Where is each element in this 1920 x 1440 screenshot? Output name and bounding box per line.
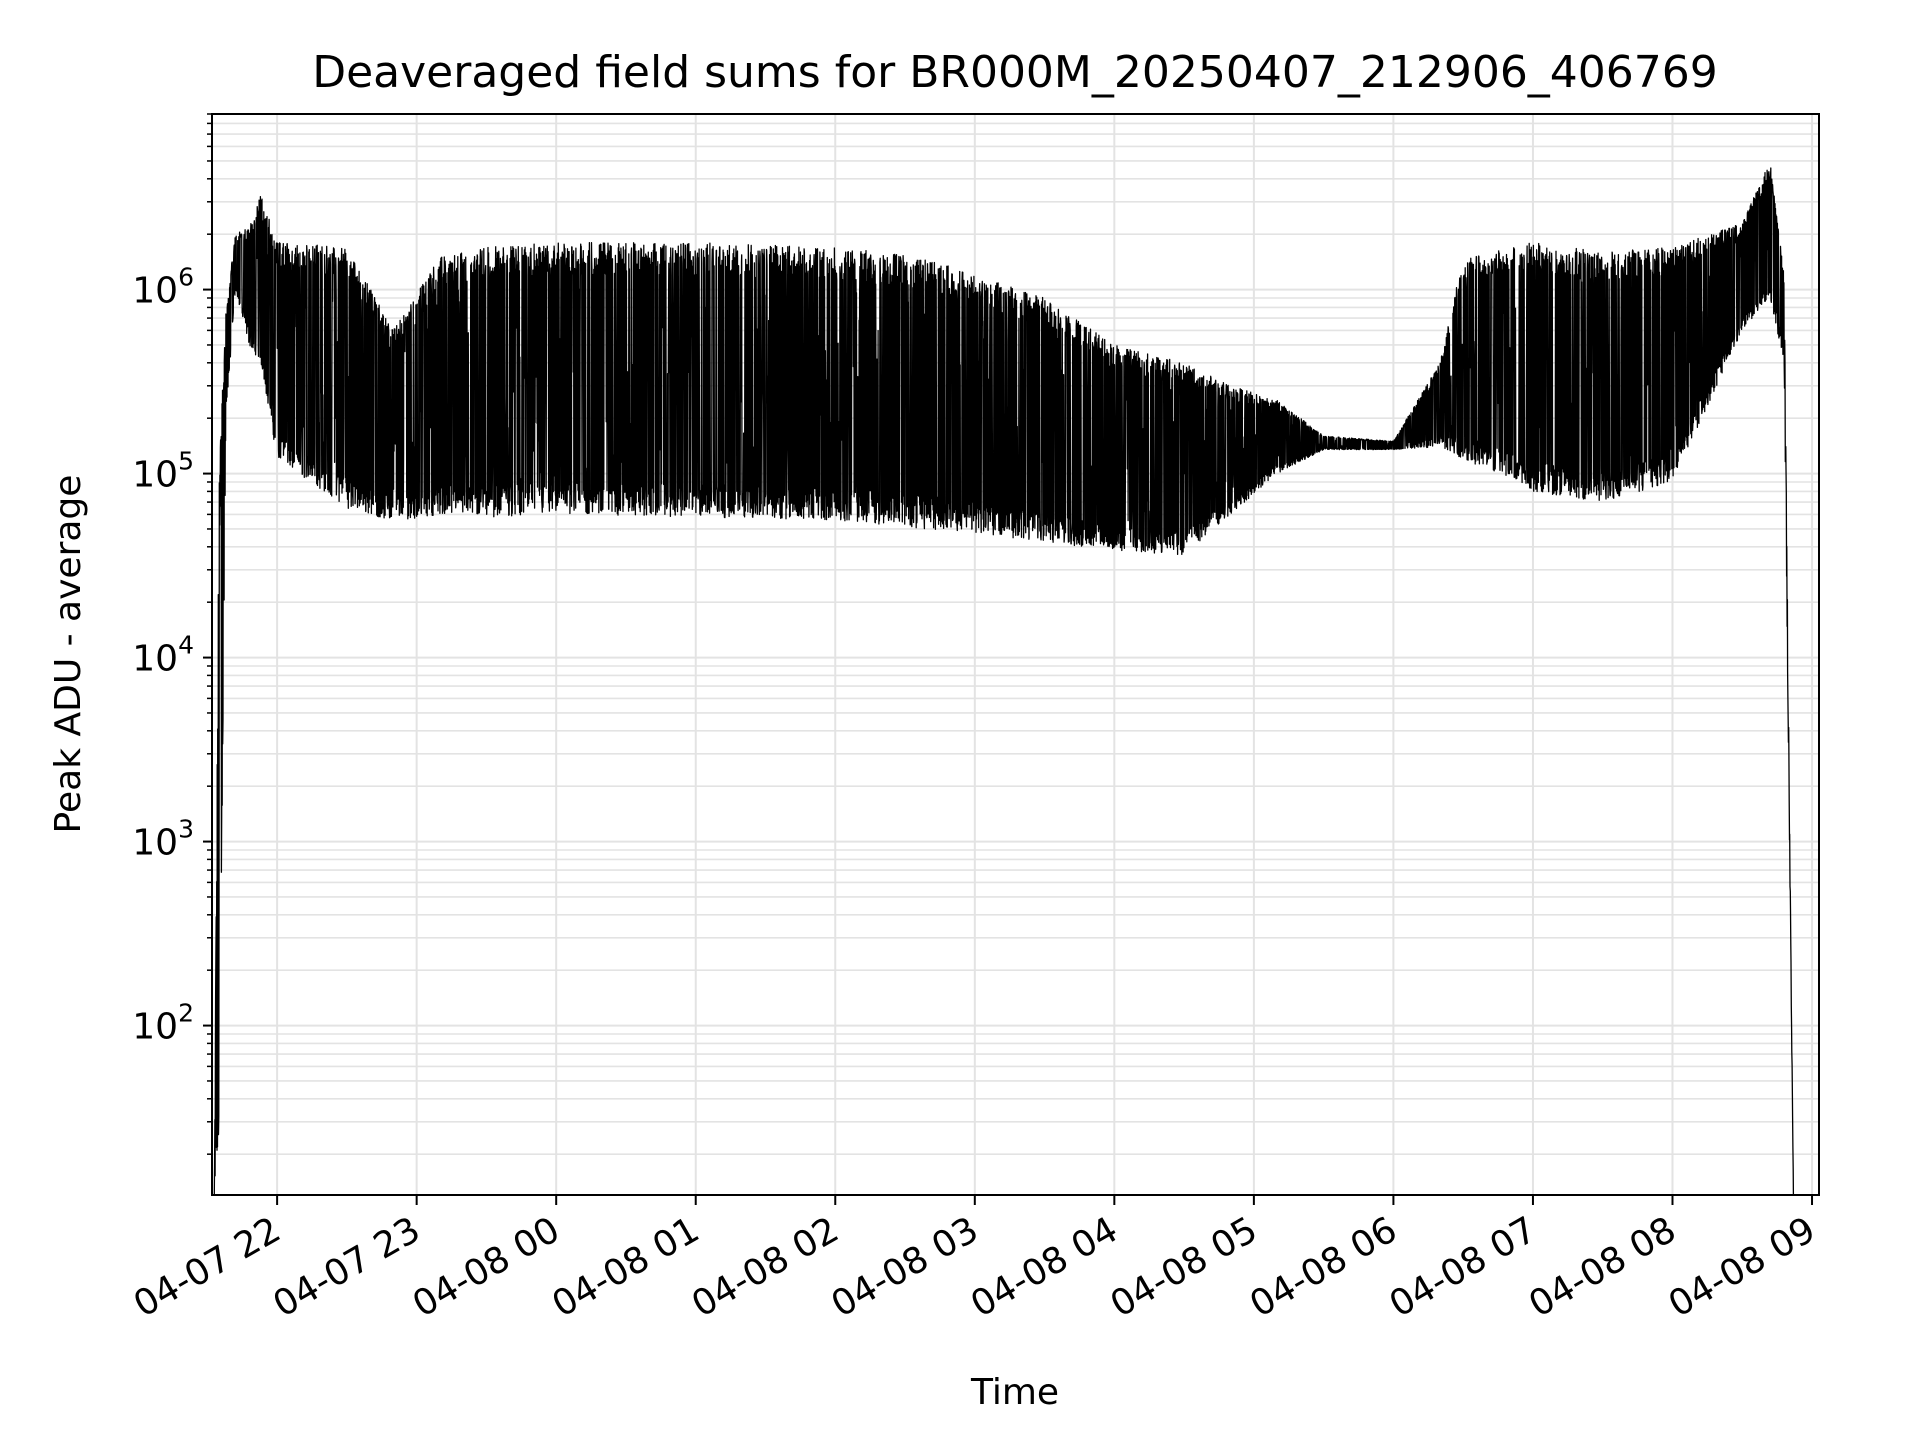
y-tick-label: 105 <box>132 447 194 496</box>
y-tick-label: 106 <box>132 263 194 312</box>
series-line <box>213 167 1795 1196</box>
chart-title: Deaveraged field sums for BR000M_2025040… <box>312 47 1718 98</box>
y-tick-label: 102 <box>132 999 194 1048</box>
y-tick-label: 104 <box>132 631 194 680</box>
series-line-path <box>213 167 1795 1196</box>
x-axis-label: Time <box>970 1372 1059 1413</box>
y-tick-label: 103 <box>132 815 194 864</box>
plot-frame <box>211 113 1820 1196</box>
y-axis: 102 103 104 105 106 <box>132 113 212 1155</box>
y-axis-label: Peak ADU - average <box>48 475 89 834</box>
